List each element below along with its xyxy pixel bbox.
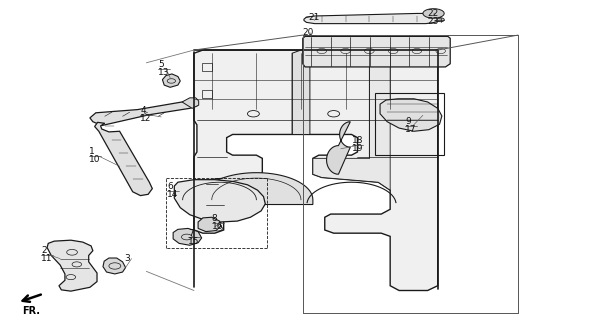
Bar xyxy=(375,93,443,155)
Text: 6: 6 xyxy=(167,182,173,191)
Text: 19: 19 xyxy=(352,144,363,153)
Polygon shape xyxy=(182,98,198,108)
Circle shape xyxy=(437,18,444,22)
Polygon shape xyxy=(90,100,198,125)
Text: 11: 11 xyxy=(41,254,52,263)
Polygon shape xyxy=(198,217,221,232)
Text: 7: 7 xyxy=(188,229,194,238)
Bar xyxy=(201,63,212,71)
Text: 15: 15 xyxy=(188,236,200,246)
Text: FR.: FR. xyxy=(23,307,41,316)
Polygon shape xyxy=(423,9,444,18)
Text: 23: 23 xyxy=(427,17,439,26)
Text: 8: 8 xyxy=(212,214,218,223)
Text: 13: 13 xyxy=(159,68,170,77)
Polygon shape xyxy=(380,99,442,131)
Polygon shape xyxy=(303,36,450,67)
Text: 9: 9 xyxy=(405,117,411,126)
Text: 16: 16 xyxy=(212,222,224,231)
Polygon shape xyxy=(173,228,201,245)
Polygon shape xyxy=(174,180,265,222)
Text: 21: 21 xyxy=(309,13,320,22)
Text: 1: 1 xyxy=(89,148,94,156)
Text: 10: 10 xyxy=(89,156,100,164)
Polygon shape xyxy=(313,50,390,190)
Polygon shape xyxy=(95,122,153,196)
Polygon shape xyxy=(103,258,126,274)
Text: 18: 18 xyxy=(352,136,363,145)
Polygon shape xyxy=(200,173,313,204)
Text: 12: 12 xyxy=(141,114,152,123)
Text: 2: 2 xyxy=(41,246,46,255)
Text: 17: 17 xyxy=(405,125,417,134)
Text: 4: 4 xyxy=(141,106,146,115)
Polygon shape xyxy=(194,50,437,291)
Text: 5: 5 xyxy=(159,60,164,69)
Polygon shape xyxy=(292,50,310,134)
Text: 14: 14 xyxy=(167,190,179,199)
Polygon shape xyxy=(163,74,180,87)
Polygon shape xyxy=(304,13,440,24)
Bar xyxy=(201,90,212,98)
Polygon shape xyxy=(47,240,97,291)
Text: 20: 20 xyxy=(303,28,314,37)
Text: 22: 22 xyxy=(427,9,439,18)
Polygon shape xyxy=(327,122,350,174)
Text: 3: 3 xyxy=(125,254,130,263)
